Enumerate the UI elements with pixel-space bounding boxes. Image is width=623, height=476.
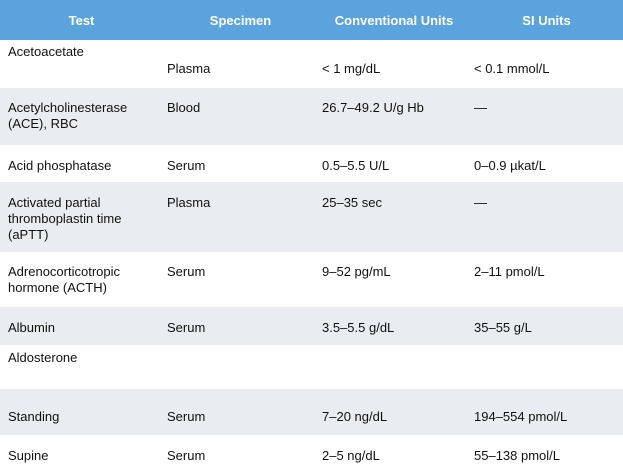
cell-specimen: Serum xyxy=(167,158,206,173)
cell-si: 55–138 pmol/L xyxy=(474,448,561,463)
table-row: Activated partial thromboplastin time (a… xyxy=(0,182,623,252)
table-row: Acid phosphatase Serum 0.5–5.5 U/L 0–0.9… xyxy=(0,145,623,182)
cell-conventional xyxy=(318,345,470,389)
cell-conventional: 26.7–49.2 U/g Hb xyxy=(322,100,424,115)
table-row: Albumin Serum 3.5–5.5 g/dL 35–55 g/L xyxy=(0,307,623,345)
header-si-units: SI Units xyxy=(522,12,571,28)
table-row: Aldosterone xyxy=(0,345,623,389)
table-row: Acetylcholinesterase (ACE), RBC Blood 26… xyxy=(0,88,623,145)
header-specimen: Specimen xyxy=(209,12,272,28)
cell-test: Acid phosphatase xyxy=(8,158,112,173)
cell-test: Adrenocorticotropic hormone (ACTH) xyxy=(8,264,120,295)
cell-test: Standing xyxy=(8,409,60,424)
cell-specimen: Serum xyxy=(167,409,206,424)
cell-si: 0–0.9 µkat/L xyxy=(474,158,546,173)
cell-specimen: Serum xyxy=(167,448,206,463)
cell-test: Acetoacetate xyxy=(8,44,84,59)
cell-conventional: 7–20 ng/dL xyxy=(322,409,388,424)
cell-specimen: Plasma xyxy=(167,195,211,210)
cell-si: 2–11 pmol/L xyxy=(474,264,545,279)
header-conventional-units: Conventional Units xyxy=(334,12,454,28)
cell-test: Acetylcholinesterase (ACE), RBC xyxy=(8,100,128,131)
cell-specimen: Serum xyxy=(167,320,206,335)
cell-test: Supine xyxy=(8,448,49,463)
cell-conventional: 0.5–5.5 U/L xyxy=(322,158,390,173)
table-row: Supine Serum 2–5 ng/dL 55–138 pmol/L xyxy=(0,435,623,476)
cell-si: — xyxy=(474,100,487,115)
cell-conventional: 25–35 sec xyxy=(322,195,382,210)
cell-si xyxy=(470,345,623,389)
cell-si: 194–554 pmol/L xyxy=(474,409,568,424)
cell-test: Albumin xyxy=(8,320,55,335)
cell-specimen xyxy=(163,345,318,389)
cell-si: 35–55 g/L xyxy=(474,320,532,335)
cell-conventional: < 1 mg/dL xyxy=(322,61,381,76)
cell-conventional: 3.5–5.5 g/dL xyxy=(322,320,395,335)
table-row: Adrenocorticotropic hormone (ACTH) Serum… xyxy=(0,252,623,307)
cell-specimen: Plasma xyxy=(167,61,211,76)
cell-si: < 0.1 mmol/L xyxy=(474,61,550,76)
cell-specimen: Blood xyxy=(167,100,201,115)
cell-test: Aldosterone xyxy=(8,350,78,365)
cell-si: — xyxy=(474,195,487,210)
table-header: Test Specimen Conventional Units SI Unit… xyxy=(0,0,623,40)
header-test: Test xyxy=(68,12,95,28)
cell-conventional: 9–52 pg/mL xyxy=(322,264,391,279)
cell-conventional: 2–5 ng/dL xyxy=(322,448,380,463)
cell-specimen: Serum xyxy=(167,264,206,279)
table-row: Acetoacetate Plasma < 1 mg/dL < 0.1 mmol… xyxy=(0,40,623,88)
cell-test: Activated partial thromboplastin time (a… xyxy=(8,195,122,242)
table-row: Standing Serum 7–20 ng/dL 194–554 pmol/L xyxy=(0,389,623,435)
